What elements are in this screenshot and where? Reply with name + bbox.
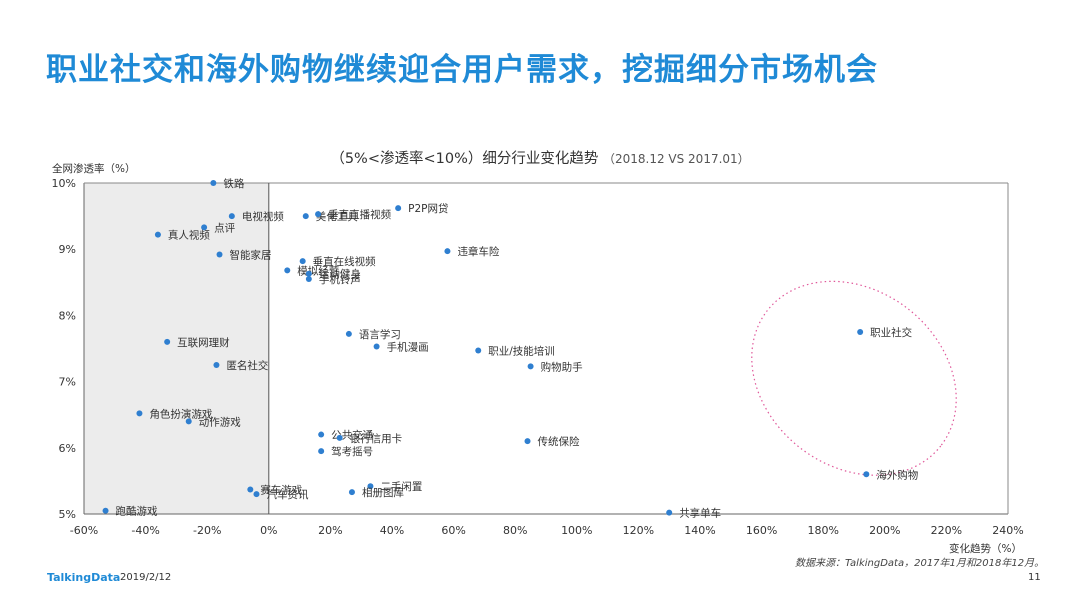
data-label: 真人视频 [168, 229, 210, 242]
data-label: 职业社交 [870, 326, 912, 339]
data-point [154, 231, 161, 238]
shaded-negative-region [84, 183, 269, 514]
data-source-note: 数据来源：TalkingData，2017年1月和2018年12月。 [795, 558, 1045, 569]
x-tick-label: 120% [623, 524, 654, 537]
x-axis-label: 变化趋势（%） [949, 542, 1022, 555]
data-label: 匿名社交 [226, 359, 268, 372]
data-point [318, 448, 325, 455]
data-point [299, 258, 306, 265]
data-label: 动作游戏 [199, 415, 241, 428]
data-label: 传统保险 [538, 435, 580, 448]
data-label: 海外购物 [876, 468, 918, 481]
data-label: 手机漫画 [387, 341, 429, 354]
x-tick-label: 40% [380, 524, 404, 537]
data-label: 铁路 [223, 177, 244, 190]
x-tick-label: 220% [931, 524, 962, 537]
x-tick-label: 0% [260, 524, 277, 537]
x-tick-label: 80% [503, 524, 527, 537]
y-tick-label: 8% [59, 309, 76, 322]
y-tick-label: 7% [59, 376, 76, 389]
y-axis-label: 全网渗透率（%） [52, 162, 135, 175]
data-point [284, 267, 291, 274]
data-label: 手机铃声 [319, 273, 361, 286]
data-point [857, 328, 864, 335]
data-point [213, 362, 220, 369]
x-tick-label: 60% [441, 524, 465, 537]
data-point [527, 363, 534, 370]
x-tick-label: 180% [807, 524, 838, 537]
x-tick-label: -40% [131, 524, 159, 537]
data-label: 垂直直播视频 [328, 208, 391, 221]
data-label: 点评 [214, 222, 235, 234]
data-point [318, 431, 325, 438]
data-point [305, 275, 312, 282]
page-title: 职业社交和海外购物继续迎合用户需求，挖掘细分市场机会 [46, 52, 878, 88]
data-point [475, 347, 482, 354]
y-tick-label: 10% [52, 177, 76, 190]
data-point [345, 330, 352, 337]
chart-title-row: （5%<渗透率<10%）细分行业变化趋势 （2018.12 VS 2017.01… [0, 147, 1080, 168]
data-label: 互联网理财 [177, 336, 230, 349]
data-point [136, 410, 143, 417]
data-label: 汽车资讯 [266, 488, 308, 501]
x-tick-label: 100% [561, 524, 592, 537]
y-tick-label: 5% [59, 508, 76, 521]
data-point [315, 211, 322, 218]
data-point [305, 270, 312, 277]
data-label: 驾考摇号 [331, 445, 373, 458]
data-label: 跑酷游戏 [116, 505, 158, 518]
data-point [863, 471, 870, 478]
data-label: 语言学习 [359, 328, 401, 341]
chart-title: （5%<渗透率<10%）细分行业变化趋势 [330, 151, 599, 167]
highlight-ellipse [751, 280, 957, 476]
data-point [210, 180, 217, 186]
data-point [102, 507, 109, 514]
data-point [336, 434, 343, 441]
data-label: 职业/技能培训 [488, 344, 555, 357]
data-point [185, 418, 192, 425]
y-tick-label: 6% [59, 442, 76, 455]
data-label: 智能家居 [230, 248, 272, 261]
x-tick-label: 20% [318, 524, 342, 537]
brand-logo: TalkingData [47, 571, 121, 584]
data-label: 赛车游戏 [260, 484, 302, 497]
data-point [666, 509, 673, 516]
data-label: 垂直在线视频 [313, 255, 376, 268]
data-point [373, 343, 380, 350]
x-tick-label: 200% [869, 524, 900, 537]
data-point [247, 486, 254, 493]
data-label: 电视视频 [242, 210, 284, 223]
data-label: 购物助手 [541, 360, 583, 373]
page-number: 11 [1028, 572, 1041, 583]
data-point [395, 205, 402, 212]
data-point [302, 213, 309, 220]
data-point [216, 251, 223, 258]
x-tick-label: -20% [193, 524, 221, 537]
x-tick-label: 240% [992, 524, 1023, 537]
y-tick-label: 9% [59, 243, 76, 256]
data-point [444, 248, 451, 255]
data-label: 相册图库 [362, 486, 404, 499]
data-point [253, 491, 260, 498]
data-label: 银行信用卡 [350, 432, 403, 445]
data-label: 违章车险 [457, 245, 499, 258]
data-point [201, 224, 208, 231]
data-point [367, 483, 374, 490]
data-label: 角色扮演游戏 [149, 407, 212, 420]
data-label: P2P网贷 [408, 202, 448, 215]
data-label: 二手闲置 [380, 480, 422, 493]
data-point [228, 213, 235, 220]
data-label: 运动健身 [319, 268, 361, 281]
x-tick-label: -60% [70, 524, 98, 537]
data-label: 美化工具 [316, 210, 358, 223]
data-point [348, 489, 355, 496]
footer-date: 2019/2/12 [120, 572, 172, 583]
data-point [524, 438, 531, 445]
x-tick-label: 160% [746, 524, 777, 537]
data-label: 共享单车 [679, 507, 721, 520]
x-tick-label: 140% [684, 524, 715, 537]
data-point [164, 338, 171, 345]
chart-subtitle: （2018.12 VS 2017.01） [602, 152, 750, 166]
